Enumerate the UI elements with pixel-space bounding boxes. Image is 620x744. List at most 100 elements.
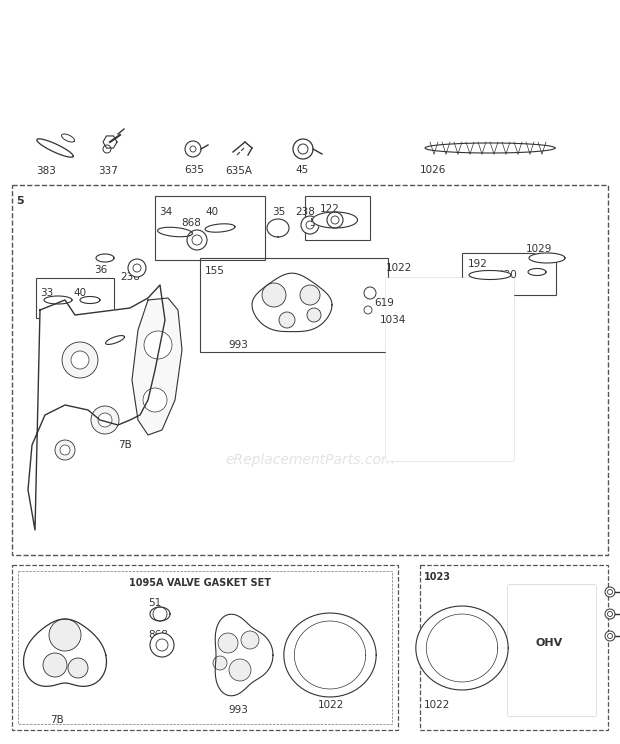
Text: 1023: 1023 [424,572,451,582]
Circle shape [156,639,168,651]
Text: 45: 45 [295,165,308,175]
Text: 7B: 7B [118,440,131,450]
Circle shape [185,141,201,157]
Circle shape [364,287,376,299]
Polygon shape [252,273,332,332]
Text: 7B: 7B [50,715,64,725]
Polygon shape [103,136,117,148]
Circle shape [143,388,167,412]
Polygon shape [24,619,107,687]
Circle shape [605,587,615,597]
Text: 192: 192 [468,259,488,269]
Circle shape [68,658,88,678]
Circle shape [62,342,98,378]
Bar [12,565,398,730]
Circle shape [71,351,89,369]
Text: 40: 40 [205,207,218,217]
Circle shape [605,631,615,641]
Bar [155,196,265,260]
Circle shape [91,406,119,434]
Circle shape [192,235,202,245]
Text: 1034: 1034 [380,315,406,325]
Text: 619: 619 [374,298,394,308]
Text: 1029: 1029 [526,244,552,254]
Text: 5: 5 [16,196,24,206]
Bar [420,565,608,730]
Polygon shape [528,269,546,275]
Polygon shape [529,253,565,263]
Polygon shape [267,219,289,237]
Polygon shape [312,212,358,228]
Text: 238: 238 [295,207,315,217]
Bar [18,571,392,724]
Polygon shape [37,139,73,157]
Text: 635: 635 [184,165,204,175]
Polygon shape [150,607,170,621]
Circle shape [60,445,70,455]
Text: 1026: 1026 [420,165,446,175]
Bar [515,598,583,688]
Bar [305,196,370,240]
Polygon shape [508,585,595,715]
Text: 337: 337 [98,166,118,176]
Circle shape [213,656,227,670]
Text: 13: 13 [103,333,117,343]
Polygon shape [105,336,125,344]
Text: 635A: 635A [225,166,252,176]
Text: 122: 122 [320,204,340,214]
Polygon shape [80,297,100,304]
Polygon shape [132,298,182,435]
Polygon shape [386,278,513,460]
Text: 40: 40 [73,288,86,298]
Text: 868: 868 [181,218,201,228]
Text: eReplacementParts.com: eReplacementParts.com [225,453,395,467]
Polygon shape [425,143,555,153]
Polygon shape [28,285,165,530]
Polygon shape [416,606,508,690]
Bar [508,585,595,715]
Bar [12,185,608,555]
Circle shape [241,631,259,649]
Text: 34: 34 [159,207,172,217]
Polygon shape [96,254,114,262]
Polygon shape [215,615,273,696]
Circle shape [144,331,172,359]
Text: 1022: 1022 [424,700,450,710]
Polygon shape [157,227,192,237]
Circle shape [331,216,339,224]
Circle shape [128,259,146,277]
Text: 51: 51 [148,598,161,608]
Text: 993: 993 [228,340,248,350]
Circle shape [293,139,313,159]
Polygon shape [284,613,376,697]
Text: 238: 238 [120,272,140,282]
Circle shape [364,306,372,314]
Circle shape [298,144,308,154]
Text: 51: 51 [309,218,322,228]
Text: 36: 36 [94,265,107,275]
Circle shape [133,264,141,272]
Circle shape [300,285,320,305]
Text: 155: 155 [205,266,225,276]
Circle shape [187,230,207,250]
Circle shape [190,146,196,152]
Circle shape [150,633,174,657]
Circle shape [229,659,251,681]
Polygon shape [44,296,72,304]
Text: 1022: 1022 [318,700,344,710]
Bar [462,253,556,295]
Circle shape [608,633,613,638]
Text: 33: 33 [40,288,53,298]
Circle shape [301,216,319,234]
Circle shape [327,212,343,228]
Polygon shape [61,134,74,142]
Circle shape [218,633,238,653]
Circle shape [49,619,81,651]
Circle shape [43,653,67,677]
Text: OHV: OHV [536,638,562,648]
Circle shape [279,312,295,328]
Circle shape [103,145,111,153]
Circle shape [608,589,613,594]
Bar [394,286,505,452]
Circle shape [55,440,75,460]
